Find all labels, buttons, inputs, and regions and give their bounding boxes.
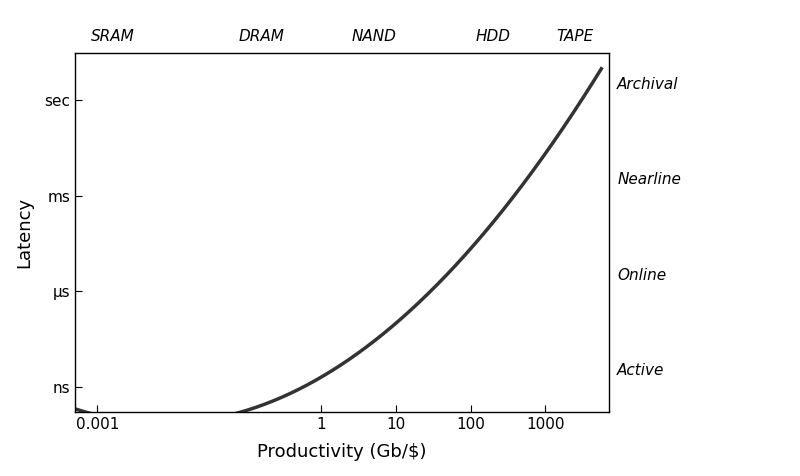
Text: Online: Online <box>617 268 666 283</box>
Text: DRAM: DRAM <box>238 30 285 44</box>
Text: Active: Active <box>617 363 665 378</box>
Text: TAPE: TAPE <box>557 30 594 44</box>
Text: Archival: Archival <box>617 77 678 92</box>
Text: Nearline: Nearline <box>617 172 681 188</box>
Text: NAND: NAND <box>351 30 396 44</box>
Text: SRAM: SRAM <box>90 30 134 44</box>
X-axis label: Productivity (Gb/$): Productivity (Gb/$) <box>257 443 426 461</box>
Y-axis label: Latency: Latency <box>15 197 33 268</box>
Text: HDD: HDD <box>475 30 510 44</box>
